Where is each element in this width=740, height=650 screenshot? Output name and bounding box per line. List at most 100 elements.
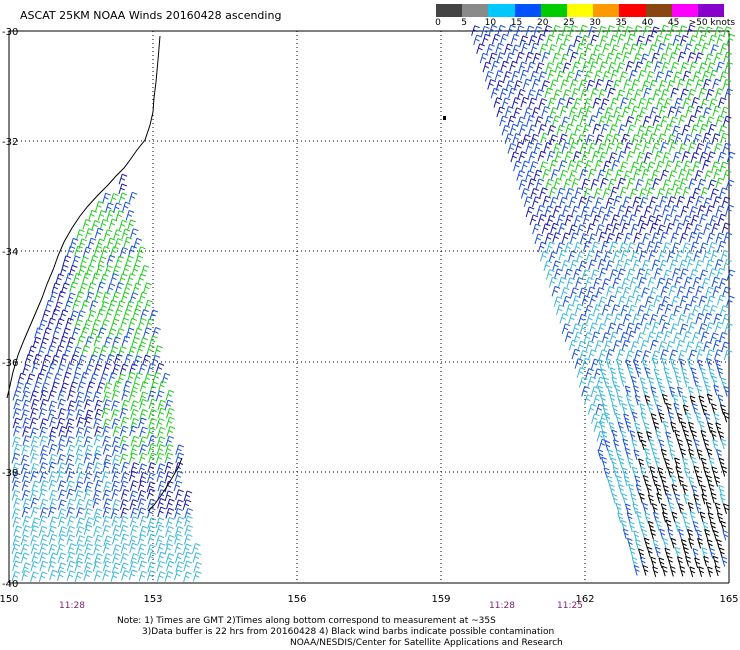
wind-barb	[693, 465, 700, 477]
wind-barb	[56, 363, 66, 375]
wind-barb	[539, 251, 549, 262]
wind-barb	[571, 348, 581, 360]
wind-barb	[659, 52, 669, 64]
wind-barb	[721, 196, 731, 208]
wind-barb	[692, 548, 699, 559]
wind-barb	[29, 427, 39, 439]
wind-barb	[128, 191, 138, 203]
wind-barb	[659, 231, 669, 243]
wind-barb	[722, 115, 732, 127]
wind-barb	[673, 71, 682, 83]
wind-barb	[525, 25, 535, 37]
wind-barb	[620, 331, 629, 343]
wind-barb	[609, 367, 616, 378]
wind-barb	[604, 107, 614, 118]
wind-barb	[658, 314, 668, 326]
wind-barb	[108, 218, 118, 230]
wind-barb	[92, 391, 102, 402]
wind-barb	[670, 421, 677, 433]
wind-barb	[595, 78, 604, 90]
wind-barb	[94, 553, 103, 564]
wind-barb	[173, 480, 183, 492]
wind-barb	[112, 336, 121, 348]
wind-barb	[515, 25, 525, 36]
wind-barb	[704, 170, 713, 182]
wind-barb	[585, 105, 594, 117]
wind-barb	[658, 105, 668, 117]
wind-barb	[668, 285, 678, 297]
wind-barb	[643, 87, 652, 99]
wind-barb	[532, 223, 541, 235]
wind-barb	[681, 512, 688, 523]
wind-barb	[688, 231, 698, 243]
wind-barb	[103, 535, 113, 547]
wind-barb	[613, 195, 623, 207]
wind-barb	[12, 535, 22, 546]
wind-barb	[84, 552, 93, 564]
wind-barb	[148, 417, 157, 429]
wind-barb	[129, 516, 139, 527]
coastline	[6, 35, 161, 399]
wind-barb	[678, 114, 687, 126]
wind-barb	[604, 412, 611, 423]
wind-barb	[601, 213, 611, 225]
wind-barb	[631, 411, 638, 423]
wind-barb	[56, 471, 66, 482]
color-scale-swatch	[540, 4, 567, 17]
wind-barb	[675, 375, 682, 387]
wind-barb	[548, 276, 558, 288]
wind-barb	[479, 52, 489, 64]
wind-barb	[57, 407, 67, 419]
wind-barb	[488, 52, 498, 64]
wind-barb	[623, 258, 633, 270]
wind-barb	[94, 399, 103, 411]
wind-barb	[12, 560, 21, 572]
wind-barb	[595, 107, 605, 118]
wind-barb	[570, 114, 580, 126]
wind-barb	[511, 70, 521, 82]
wind-barb	[684, 521, 691, 533]
wind-barb	[615, 114, 624, 126]
wind-barb	[104, 202, 114, 214]
wind-barb	[54, 301, 63, 312]
wind-barb	[74, 490, 84, 501]
wind-barb	[139, 444, 148, 455]
wind-barb	[147, 363, 156, 374]
wind-barb	[530, 70, 539, 82]
wind-barb	[538, 71, 547, 82]
wind-barb	[676, 195, 686, 207]
wind-barb	[581, 205, 590, 217]
wind-barb	[30, 535, 39, 546]
wind-barb	[639, 196, 649, 208]
wind-barb	[184, 507, 193, 519]
wind-barb	[665, 431, 672, 442]
wind-barb	[532, 52, 542, 64]
wind-barb	[182, 543, 192, 555]
wind-barb	[615, 142, 624, 153]
wind-barb	[494, 70, 504, 81]
wind-barb	[662, 420, 669, 432]
wind-barb	[525, 170, 534, 181]
wind-barb	[149, 381, 159, 393]
wind-barb	[107, 328, 117, 339]
wind-barb	[674, 43, 683, 55]
wind-barb	[103, 454, 113, 466]
wind-barb	[537, 150, 547, 162]
wind-barb	[72, 272, 82, 284]
wind-barb	[643, 205, 653, 217]
wind-barb	[685, 168, 695, 180]
wind-barb	[64, 300, 73, 312]
wind-barb	[595, 53, 605, 64]
wind-barb	[129, 561, 138, 572]
wind-barb	[634, 475, 641, 486]
wind-barb	[593, 277, 602, 289]
wind-barb	[84, 481, 94, 493]
wind-barb	[629, 188, 639, 199]
wind-barb	[662, 537, 669, 549]
wind-barb	[660, 24, 669, 36]
wind-barb	[561, 25, 571, 36]
wind-barb	[624, 385, 631, 397]
wind-barb	[74, 245, 83, 257]
wind-barb	[491, 60, 500, 72]
wind-barb	[497, 24, 506, 36]
